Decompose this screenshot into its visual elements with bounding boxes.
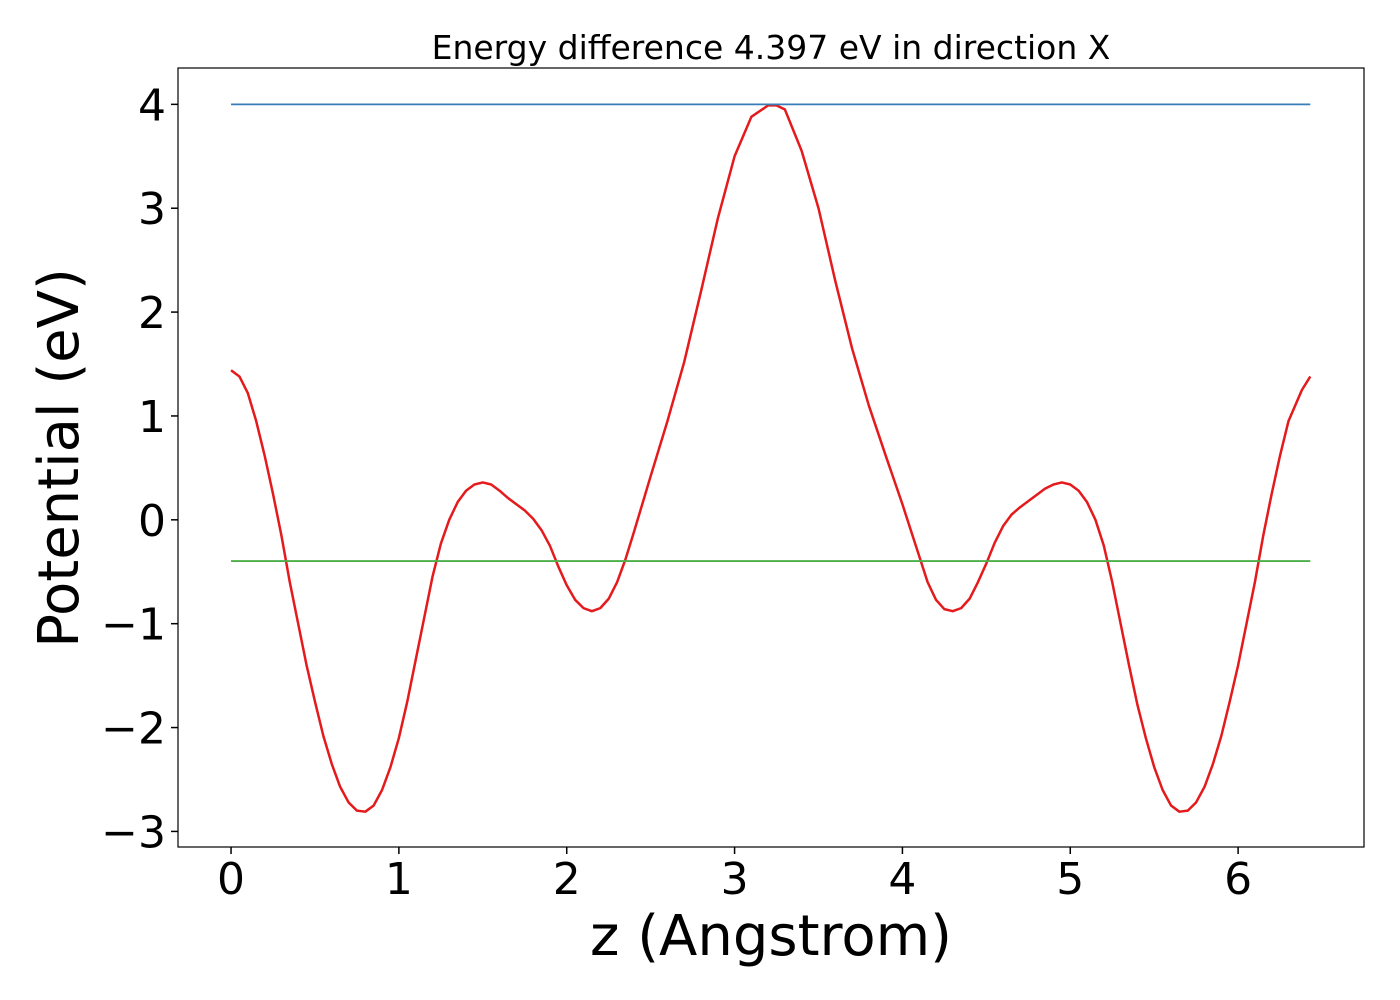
y-tick-label: 3	[138, 184, 166, 235]
x-tick-label: 6	[1224, 854, 1252, 905]
y-tick-label: 4	[138, 80, 166, 131]
y-axis-label: Potential (eV)	[27, 268, 92, 648]
x-axis-label: z (Angstrom)	[590, 904, 952, 969]
plot-frame	[177, 67, 1365, 848]
y-tick-label: −3	[101, 807, 166, 858]
x-tick-label: 1	[385, 854, 413, 905]
y-tick-label: 0	[138, 496, 166, 547]
y-tick-label: 1	[138, 392, 166, 443]
x-tick-label: 4	[888, 854, 916, 905]
x-tick-label: 0	[217, 854, 245, 905]
y-tick-label: −1	[101, 600, 166, 651]
line-series	[230, 104, 1312, 813]
x-tick-label: 2	[553, 854, 581, 905]
x-tick-label: 5	[1056, 854, 1084, 905]
y-tick-label: −2	[101, 704, 166, 755]
chart-title: Energy difference 4.397 eV in direction …	[432, 28, 1111, 67]
x-tick-label: 3	[721, 854, 749, 905]
y-tick-label: 2	[138, 288, 166, 339]
